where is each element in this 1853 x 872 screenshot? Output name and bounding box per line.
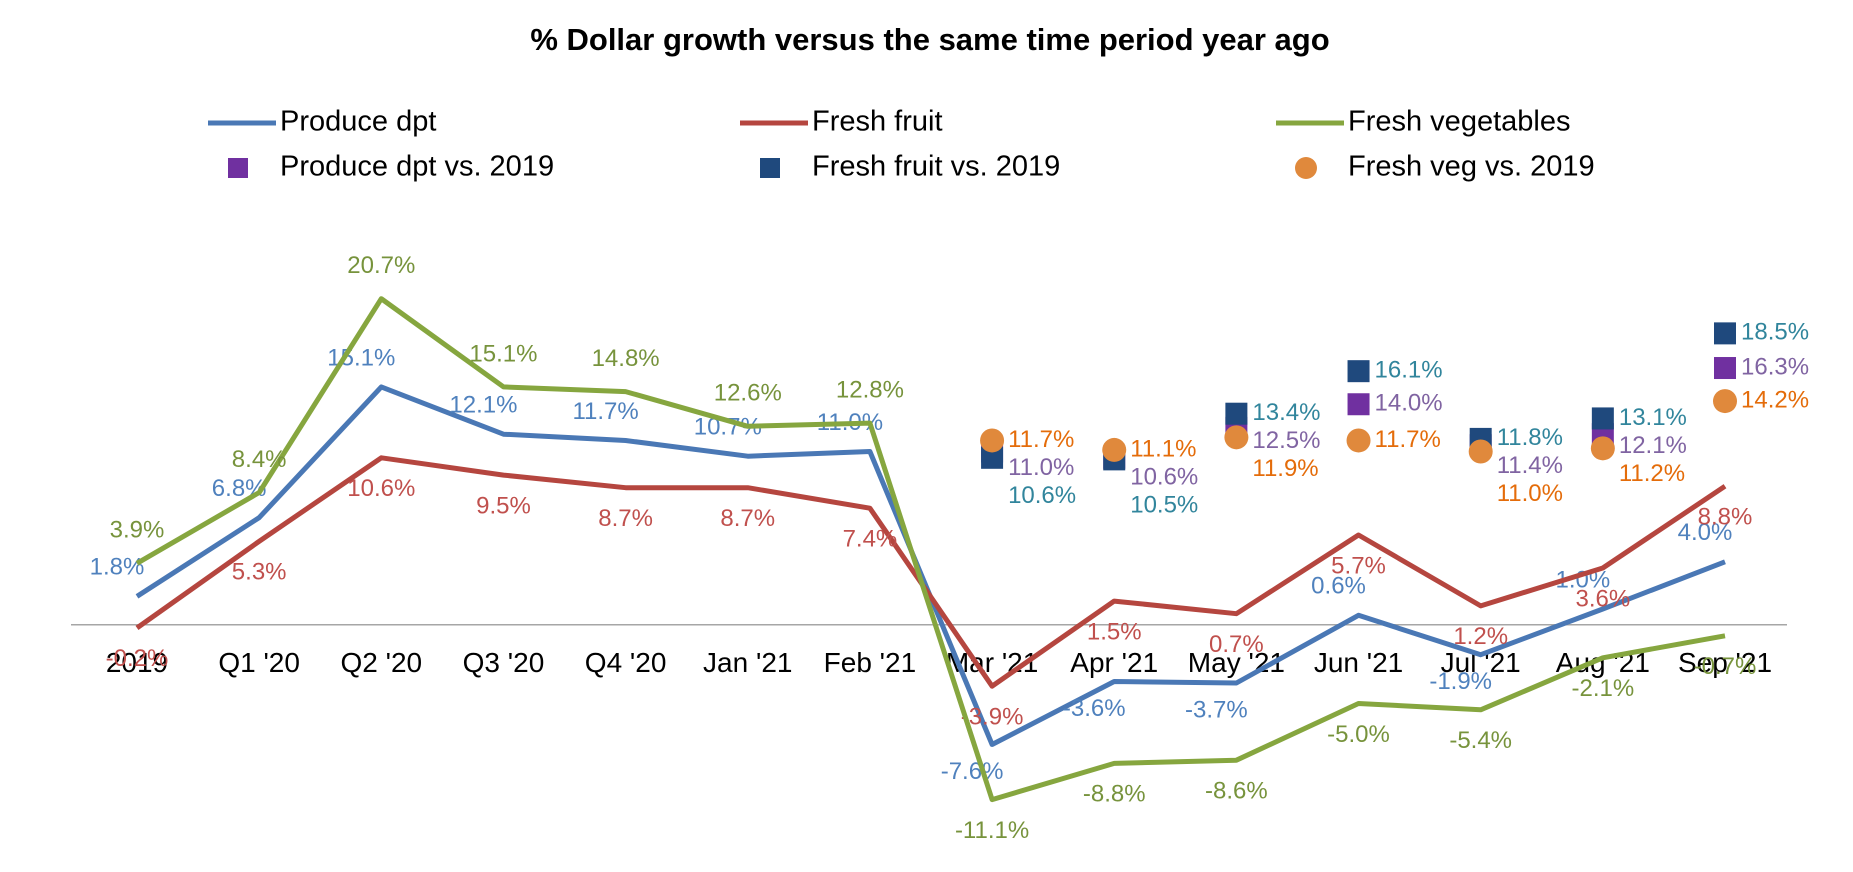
data-label: -3.7% xyxy=(1185,696,1248,723)
data-label: 5.7% xyxy=(1331,552,1386,579)
series-line xyxy=(135,296,1726,803)
chart-title: % Dollar growth versus the same time per… xyxy=(530,22,1329,57)
marker-square xyxy=(1347,393,1370,416)
marker-label: 14.0% xyxy=(1375,390,1443,417)
data-label: 8.8% xyxy=(1698,503,1753,530)
data-label: 4.0% xyxy=(1678,519,1733,546)
data-label: 1.2% xyxy=(1453,623,1508,650)
marker-label: 12.1% xyxy=(1619,432,1687,459)
marker-label: 10.6% xyxy=(1130,463,1198,490)
marker-label: 11.9% xyxy=(1252,455,1318,482)
data-label: -5.0% xyxy=(1327,721,1390,748)
data-label: 6.8% xyxy=(212,475,267,502)
data-label: 15.1% xyxy=(469,340,537,367)
marker-label: 18.5% xyxy=(1741,319,1809,346)
data-label: 12.6% xyxy=(714,380,782,407)
legend-label: Fresh fruit xyxy=(812,106,943,138)
data-label: -0.2% xyxy=(106,645,169,672)
data-label: -8.6% xyxy=(1205,778,1268,805)
data-label: 8.7% xyxy=(720,505,775,532)
x-tick-label: Q2 '20 xyxy=(340,647,422,678)
data-label: 1.8% xyxy=(90,554,145,581)
x-tick-label: Apr '21 xyxy=(1070,647,1158,678)
series-line xyxy=(135,455,1727,689)
marker-label: 12.5% xyxy=(1252,427,1320,454)
x-tick-label: 2019 xyxy=(106,647,168,678)
marker-square xyxy=(1225,402,1248,425)
x-tick-label: Q4 '20 xyxy=(585,647,667,678)
data-label: -1.9% xyxy=(1429,668,1492,695)
marker-circle xyxy=(980,428,1005,453)
data-label: 3.9% xyxy=(110,517,165,544)
marker-square xyxy=(1591,407,1614,430)
x-tick-label: Sep '21 xyxy=(1678,647,1772,678)
marker-label: 11.1% xyxy=(1130,435,1196,462)
marker-label: 13.4% xyxy=(1252,399,1320,426)
marker-label: 11.0% xyxy=(1008,454,1074,481)
marker-label: 13.1% xyxy=(1619,404,1687,431)
legend-label: Fresh veg vs. 2019 xyxy=(1348,151,1595,183)
x-tick-label: Jan '21 xyxy=(703,647,792,678)
data-label: -3.6% xyxy=(1063,695,1126,722)
marker-square xyxy=(1714,322,1736,345)
marker-label: 11.8% xyxy=(1497,424,1563,451)
legend-label: Produce dpt vs. 2019 xyxy=(280,151,554,183)
marker-label: 11.0% xyxy=(1497,480,1563,507)
data-label: -11.1% xyxy=(955,817,1029,844)
data-label: 3.6% xyxy=(1575,585,1630,612)
legend-marker xyxy=(1295,157,1317,179)
marker-label: 11.7% xyxy=(1375,426,1441,453)
data-label: 1.5% xyxy=(1087,618,1142,645)
data-label: 9.5% xyxy=(476,492,531,519)
data-label: 20.7% xyxy=(347,252,415,279)
marker-circle xyxy=(1224,425,1249,450)
data-label: -7.6% xyxy=(941,758,1004,785)
marker-square xyxy=(1714,357,1736,380)
x-tick-label: Q1 '20 xyxy=(218,647,300,678)
marker-circle xyxy=(1346,428,1371,453)
marker-label: 10.6% xyxy=(1008,482,1076,509)
marker-label: 11.4% xyxy=(1497,452,1563,479)
data-label: 11.7% xyxy=(572,398,638,425)
data-label: 12.8% xyxy=(836,376,904,403)
x-tick-label: Q3 '20 xyxy=(463,647,545,678)
marker-label: 16.3% xyxy=(1741,353,1809,380)
data-label: -2.1% xyxy=(1571,675,1634,702)
marker-square xyxy=(1347,360,1370,383)
x-tick-label: Jun '21 xyxy=(1314,647,1403,678)
legend-marker xyxy=(228,158,248,178)
legend-label: Fresh fruit vs. 2019 xyxy=(812,151,1060,183)
legend-label: Produce dpt xyxy=(280,106,436,138)
data-label: -5.4% xyxy=(1449,727,1512,754)
data-label: 12.1% xyxy=(449,392,517,419)
data-label: 0.7% xyxy=(1209,631,1264,658)
marker-label: 10.5% xyxy=(1130,491,1198,518)
marker-label: 11.7% xyxy=(1008,426,1074,453)
legend-marker xyxy=(760,158,780,178)
marker-circle xyxy=(1713,389,1737,414)
marker-circle xyxy=(1468,439,1493,464)
marker-circle xyxy=(1102,437,1127,462)
data-label: 5.3% xyxy=(232,559,287,586)
marker-label: 16.1% xyxy=(1375,357,1443,384)
marker-label: 14.2% xyxy=(1741,386,1809,413)
marker-square xyxy=(981,446,1004,469)
marker-label: 11.2% xyxy=(1619,460,1685,487)
data-label: 14.8% xyxy=(592,345,660,372)
data-label: 10.6% xyxy=(347,475,415,502)
data-label: -3.9% xyxy=(961,704,1024,731)
data-label: -0.7% xyxy=(1694,653,1757,680)
x-tick-label: Feb '21 xyxy=(824,647,917,678)
data-label: -8.8% xyxy=(1083,781,1146,808)
data-label: 8.4% xyxy=(232,446,287,473)
data-label: 8.7% xyxy=(598,505,653,532)
legend-label: Fresh vegetables xyxy=(1348,106,1570,138)
marker-circle xyxy=(1590,436,1615,461)
data-label: 0.6% xyxy=(1311,573,1366,600)
data-label: 7.4% xyxy=(843,526,898,553)
